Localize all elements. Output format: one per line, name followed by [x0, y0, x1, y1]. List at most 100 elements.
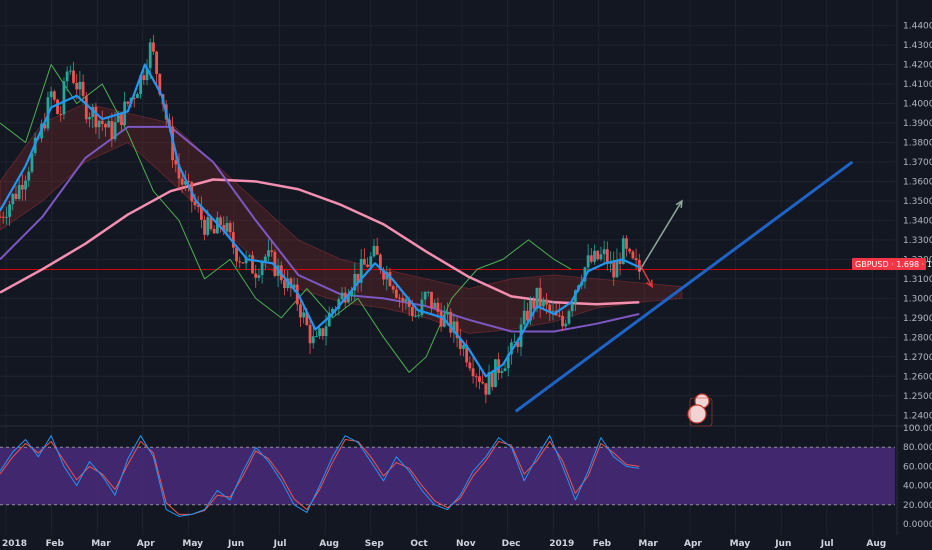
candle-body [257, 275, 261, 278]
candle-body [471, 368, 475, 377]
candle-body [494, 359, 497, 388]
candle-body [308, 325, 312, 344]
candle-body [484, 383, 488, 395]
candle-body [318, 328, 322, 337]
candle-body [391, 286, 395, 290]
up-arrow-icon[interactable] [638, 199, 683, 272]
candle-body [273, 251, 277, 276]
candle-body [541, 299, 545, 307]
candle-body [410, 306, 414, 317]
time-tick-label: Feb [593, 539, 612, 549]
candle-body [75, 82, 79, 90]
candle-body [283, 280, 286, 289]
candle-body [481, 381, 485, 384]
price-tick-label: 1.3100 [903, 275, 932, 285]
candle-body [500, 371, 504, 373]
candle-body [251, 255, 254, 274]
candle-body [605, 249, 609, 264]
candle-body [145, 68, 149, 81]
candle-body [238, 261, 242, 263]
candle-body [414, 315, 417, 317]
trendline[interactable] [514, 160, 854, 413]
candle-body [260, 262, 264, 276]
candle-body [72, 70, 75, 83]
candle-body [612, 261, 616, 278]
candle-body [503, 368, 507, 372]
candle-body [136, 93, 139, 99]
candle-body [24, 180, 27, 190]
candle-body [573, 290, 577, 304]
candle-body [417, 315, 421, 317]
candle-body [142, 75, 146, 81]
stochastic-tick-label: 60.0000 [903, 462, 932, 472]
time-tick-label: Aug [866, 539, 886, 549]
candle-body [567, 311, 571, 324]
price-tick-label: 1.4200 [903, 61, 932, 71]
time-tick-label: Jun [774, 539, 791, 549]
candle-body [535, 287, 539, 309]
candle-body [174, 160, 178, 165]
candle-body [62, 81, 66, 115]
candle-body [113, 122, 117, 140]
candle-body [433, 302, 437, 309]
lagging-span-line [0, 64, 572, 373]
candle-body [8, 204, 11, 217]
candle-body [465, 344, 469, 363]
candle-body [302, 312, 306, 318]
candle-body [449, 311, 453, 333]
time-tick-label: Nov [456, 539, 476, 549]
stochastic-tick-label: 40.0000 [903, 482, 932, 492]
candle-body [436, 302, 440, 312]
candle-body [126, 101, 130, 104]
instrument-badge: GBPUSD · 1.698 · 1.3148 [852, 258, 932, 270]
candle-body [462, 344, 465, 349]
candle-body [324, 326, 328, 337]
stochastic-pane[interactable] [0, 435, 895, 517]
price-tick-label: 1.2800 [903, 333, 932, 343]
candle-body [516, 341, 520, 347]
price-tick-label: 1.4000 [903, 100, 932, 110]
candle-body [557, 315, 561, 317]
candle-body [564, 323, 568, 327]
candle-body [388, 272, 392, 287]
candle-body [78, 81, 82, 90]
candle-body [359, 259, 363, 283]
candle-body [618, 259, 622, 264]
candle-body [254, 273, 258, 278]
up-arrow-icon-shaft [638, 200, 683, 272]
candle-body [49, 91, 53, 98]
candle-body [231, 232, 235, 248]
price-tick-label: 1.4400 [903, 22, 932, 32]
candle-body [59, 113, 63, 115]
candle-body [385, 272, 389, 280]
time-tick-label: Feb [46, 539, 65, 549]
candle-body [394, 289, 398, 298]
candle-body [426, 291, 430, 293]
candle-body [116, 113, 120, 123]
price-pane[interactable] [0, 34, 895, 413]
candle-body [152, 42, 155, 52]
candle-body [315, 336, 318, 338]
candle-body [88, 117, 91, 120]
candle-body [286, 278, 290, 289]
candle-body [420, 299, 424, 316]
instrument-badge-text: GBPUSD · 1.698 · 1.3148 [855, 260, 932, 269]
candle-body [538, 287, 542, 307]
candle-body [506, 354, 510, 369]
candle-body [423, 292, 427, 300]
candle-body [337, 299, 341, 309]
candle-body [177, 164, 181, 179]
candle-body [407, 299, 411, 307]
candle-body [331, 308, 334, 313]
candle-body [366, 264, 369, 267]
candle-body [215, 217, 219, 234]
candle-body [209, 217, 213, 229]
candle-body [100, 120, 104, 125]
down-arrow-icon[interactable] [638, 262, 653, 289]
candle-body [430, 291, 433, 309]
price-tick-label: 1.3600 [903, 177, 932, 187]
candle-body [347, 296, 350, 303]
candle-body [196, 205, 200, 207]
candle-body [602, 249, 606, 255]
